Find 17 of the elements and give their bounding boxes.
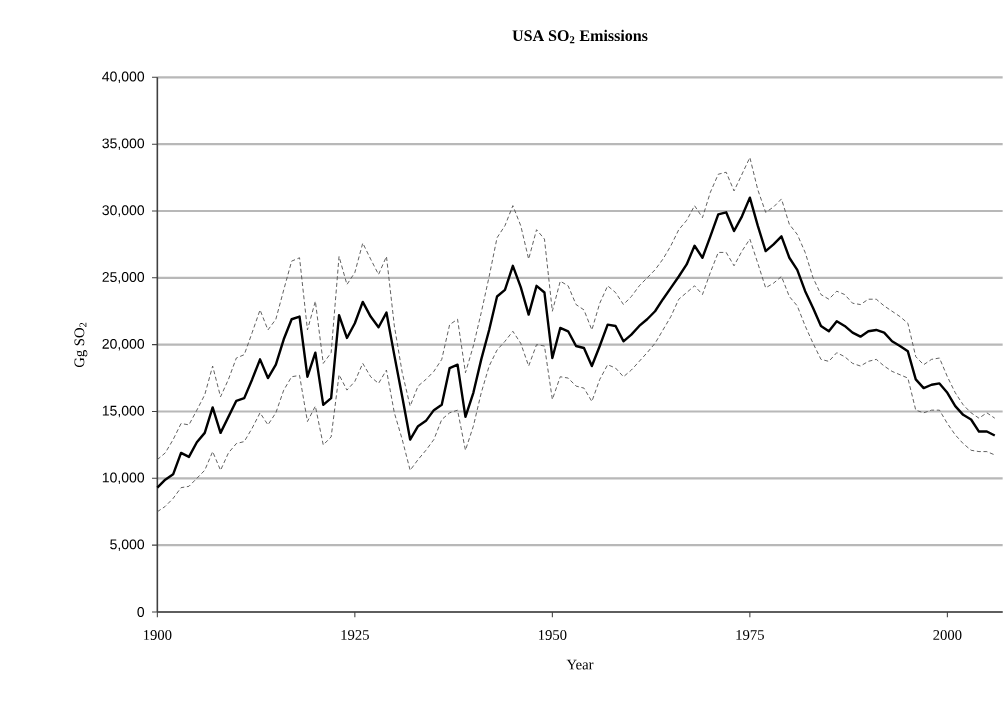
chart-title: USA SO$_{2}$ Emissions: [512, 29, 648, 44]
y-tick-label: 30,000: [102, 205, 145, 217]
x-axis-title: Year: [566, 659, 594, 670]
y-tick-label: 40,000: [102, 71, 145, 84]
y-tick-label: 35,000: [102, 138, 145, 150]
y-tick-label: 10,000: [102, 472, 145, 485]
y-tick-label: 20,000: [102, 338, 145, 351]
y-tick-label: 15,000: [102, 405, 145, 418]
x-tick-label: 1925: [341, 630, 369, 640]
y-tick-label: 0: [137, 607, 145, 617]
y-tick-label: 25,000: [102, 272, 145, 284]
x-tick-label: 1975: [736, 630, 764, 640]
x-tick-label: 1900: [143, 630, 172, 640]
y-tick-label: 5,000: [110, 539, 145, 551]
x-tick-label: 2000: [933, 630, 962, 640]
y-axis-title: Gg SO$_{2}$: [74, 322, 88, 368]
x-tick-label: 1950: [538, 630, 567, 640]
